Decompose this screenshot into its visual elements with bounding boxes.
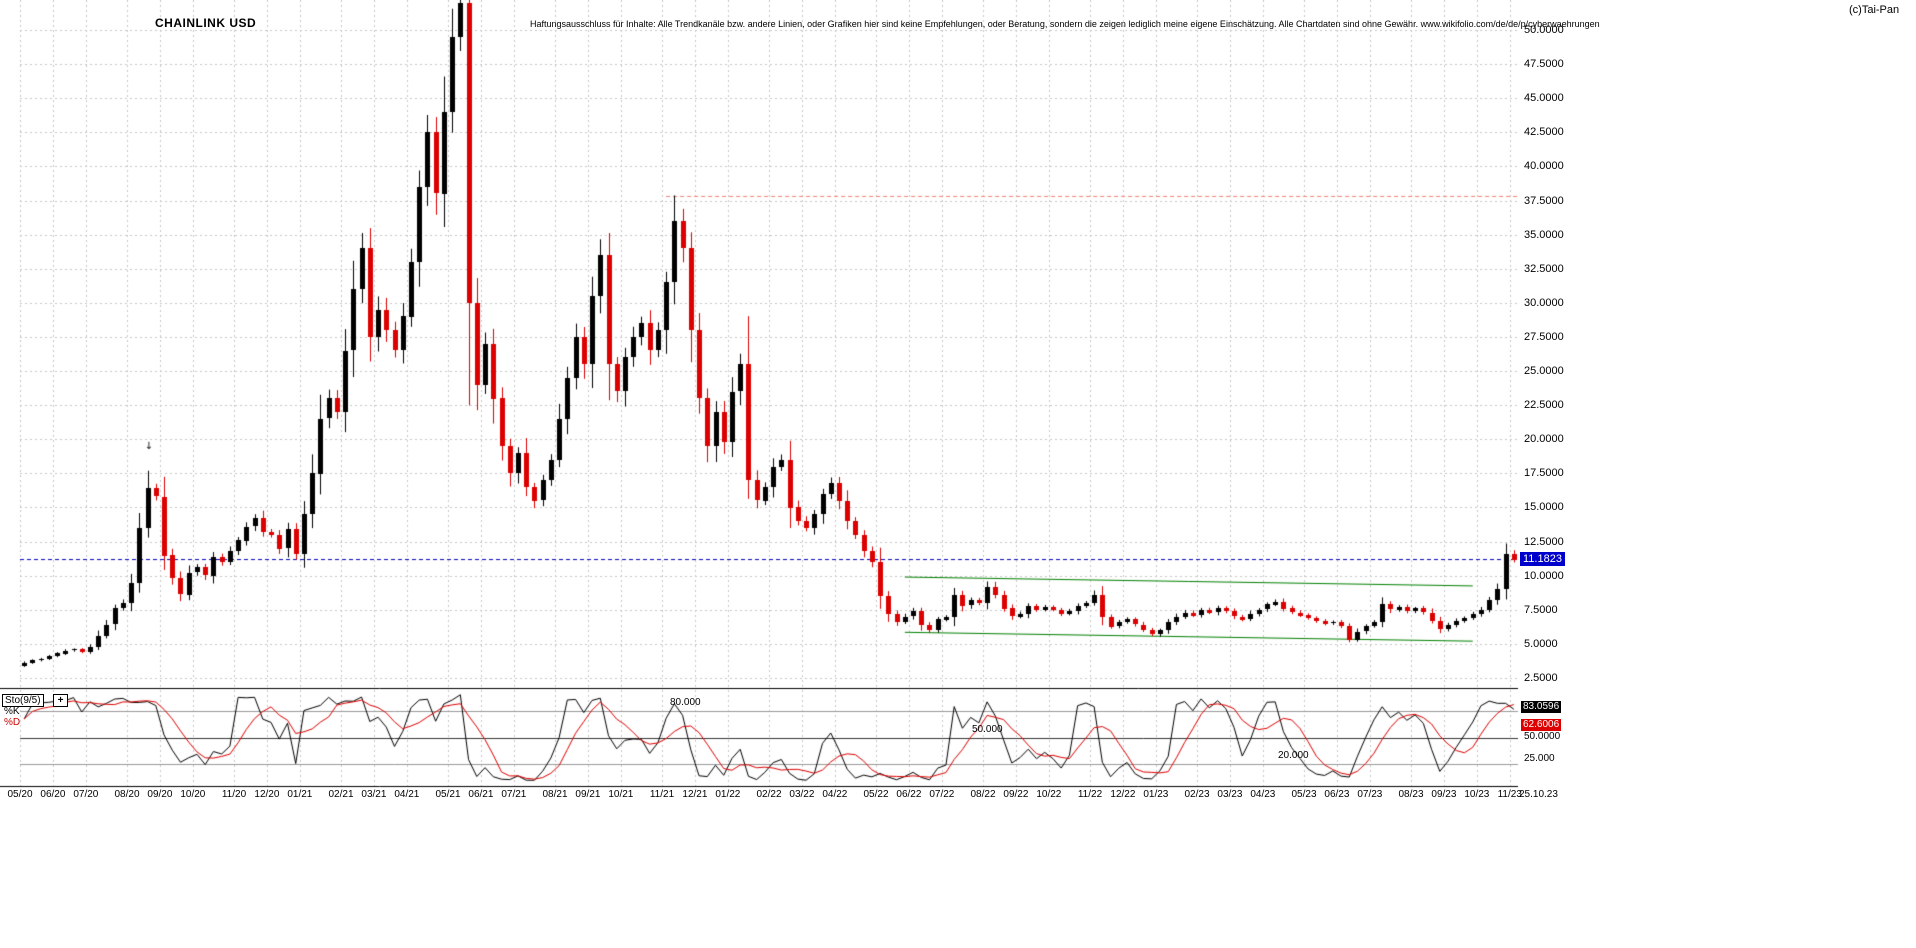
date-tick-label: 01/21 xyxy=(287,789,313,800)
date-tick-label: 07/21 xyxy=(501,789,527,800)
date-tick-label: 10/22 xyxy=(1036,789,1062,800)
date-tick-label: 06/22 xyxy=(896,789,922,800)
date-tick-label: 09/20 xyxy=(147,789,173,800)
date-tick-label: 05/22 xyxy=(863,789,889,800)
date-tick-label: 02/22 xyxy=(756,789,782,800)
indicator-name-button[interactable]: Sto(9/5) xyxy=(2,694,44,707)
date-tick-label: 10/23 xyxy=(1464,789,1490,800)
price-tick-label: 7.5000 xyxy=(1524,603,1558,616)
sto-ref-50-label: 50.000 xyxy=(972,724,1003,735)
price-tick-label: 17.5000 xyxy=(1524,467,1564,480)
indicator-add-button[interactable]: + xyxy=(53,694,68,707)
date-tick-label: 07/23 xyxy=(1357,789,1383,800)
price-tick-label: 42.5000 xyxy=(1524,126,1564,139)
date-tick-label: 09/22 xyxy=(1003,789,1029,800)
chart-title: CHAINLINK USD xyxy=(155,16,257,30)
price-tick-label: 32.5000 xyxy=(1524,262,1564,275)
date-tick-label: 11/20 xyxy=(221,789,247,800)
sto-ref-80-label: 80.000 xyxy=(670,697,701,708)
date-tick-label: 04/21 xyxy=(394,789,420,800)
price-tick-label: 2.5000 xyxy=(1524,672,1558,684)
last-price-badge: 11.1823 xyxy=(1520,552,1565,566)
date-tick-label: 10/20 xyxy=(180,789,206,800)
price-tick-label: 50.0000 xyxy=(1524,24,1564,36)
sto-k-label: %K xyxy=(4,706,20,717)
current-date-label: 25.10.23 xyxy=(1519,789,1558,800)
date-tick-label: 12/22 xyxy=(1110,789,1136,800)
price-tick-label: 5.0000 xyxy=(1524,637,1558,650)
date-tick-label: 07/22 xyxy=(929,789,955,800)
date-tick-label: 08/21 xyxy=(542,789,568,800)
date-tick-label: 08/23 xyxy=(1398,789,1424,800)
date-tick-label: 03/22 xyxy=(789,789,815,800)
date-tick-label: 03/21 xyxy=(361,789,387,800)
date-tick-label: 12/21 xyxy=(682,789,708,800)
sto-axis-tick-25: 25.000 xyxy=(1524,753,1555,764)
date-tick-label: 05/23 xyxy=(1291,789,1317,800)
date-tick-label: 10/21 xyxy=(608,789,634,800)
sto-k-value-badge: 83.0596 xyxy=(1521,701,1562,713)
date-tick-label: 08/22 xyxy=(970,789,996,800)
sto-ref-20-label: 20.000 xyxy=(1278,750,1309,761)
date-tick-label: 09/23 xyxy=(1431,789,1457,800)
date-tick-label: 11/22 xyxy=(1077,789,1103,800)
price-tick-label: 25.0000 xyxy=(1524,365,1564,378)
sto-d-value-badge: 62.6006 xyxy=(1521,719,1562,731)
price-tick-label: 12.5000 xyxy=(1524,535,1564,548)
date-tick-label: 01/23 xyxy=(1143,789,1169,800)
date-tick-label: 06/23 xyxy=(1324,789,1350,800)
date-tick-label: 09/21 xyxy=(575,789,601,800)
date-tick-label: 05/20 xyxy=(7,789,33,800)
date-tick-label: 04/23 xyxy=(1250,789,1276,800)
date-tick-label: 01/22 xyxy=(715,789,741,800)
price-tick-label: 15.0000 xyxy=(1524,501,1564,514)
date-tick-label: 02/21 xyxy=(328,789,354,800)
price-tick-label: 27.5000 xyxy=(1524,330,1564,343)
date-tick-label: 12/20 xyxy=(254,789,280,800)
date-tick-label: 06/21 xyxy=(468,789,494,800)
date-tick-label: 05/21 xyxy=(435,789,461,800)
price-tick-label: 20.0000 xyxy=(1524,433,1564,446)
date-tick-label: 11/23 xyxy=(1497,789,1522,800)
date-tick-label: 02/23 xyxy=(1184,789,1210,800)
date-tick-label: 08/20 xyxy=(114,789,140,800)
sto-axis-tick-50: 50.0000 xyxy=(1524,731,1561,742)
copyright-label: (c)Tai-Pan xyxy=(1849,4,1900,16)
sto-d-label: %D xyxy=(4,717,21,728)
price-tick-label: 30.0000 xyxy=(1524,296,1564,309)
price-tick-label: 22.5000 xyxy=(1524,399,1564,412)
date-tick-label: 04/22 xyxy=(822,789,848,800)
price-tick-label: 47.5000 xyxy=(1524,58,1564,71)
price-tick-label: 10.0000 xyxy=(1524,569,1564,582)
date-tick-label: 03/23 xyxy=(1217,789,1243,800)
date-tick-label: 11/21 xyxy=(649,789,675,800)
date-tick-label: 06/20 xyxy=(40,789,66,800)
price-tick-label: 35.0000 xyxy=(1524,228,1564,241)
price-tick-label: 40.0000 xyxy=(1524,160,1564,173)
date-tick-label: 07/20 xyxy=(73,789,99,800)
price-tick-label: 45.0000 xyxy=(1524,92,1564,105)
disclaimer-text: Haftungsausschluss für Inhalte: Alle Tre… xyxy=(530,19,1600,29)
price-tick-label: 37.5000 xyxy=(1524,194,1564,207)
